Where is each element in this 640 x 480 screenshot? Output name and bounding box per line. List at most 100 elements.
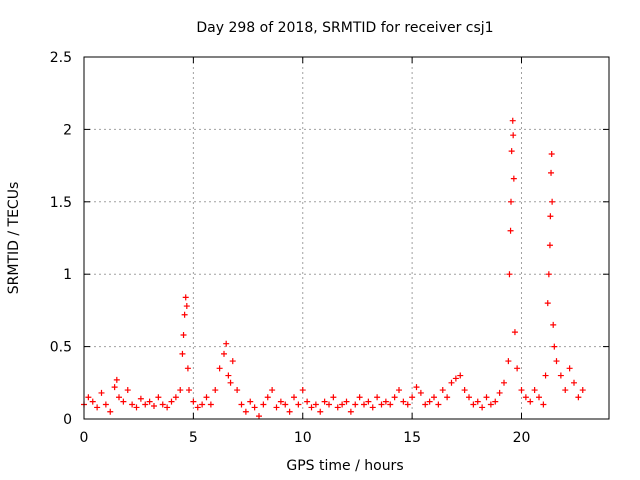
data-point — [435, 401, 442, 408]
y-tick-label: 2 — [63, 122, 72, 138]
data-point — [98, 389, 105, 396]
x-tick-label: 0 — [80, 430, 89, 446]
y-tick-label: 1.5 — [50, 195, 72, 211]
data-point — [190, 398, 197, 405]
data-point — [194, 404, 201, 411]
data-point — [199, 401, 206, 408]
data-point — [506, 271, 513, 278]
data-point — [181, 311, 188, 318]
data-point — [551, 343, 558, 350]
tick-layer: 0 5 10 15 20 0 0.5 1 1.5 2 2.5 — [50, 50, 609, 446]
data-point — [496, 389, 503, 396]
data-point — [343, 398, 350, 405]
y-tick-label: 2.5 — [50, 50, 72, 66]
data-point — [575, 394, 582, 401]
data-point — [256, 413, 262, 420]
data-point — [579, 387, 586, 394]
data-point — [186, 387, 192, 394]
data-point — [334, 404, 341, 411]
data-point — [269, 387, 276, 394]
data-point — [501, 379, 507, 386]
data-point — [116, 394, 122, 401]
data-point — [413, 384, 420, 391]
data-point — [409, 394, 416, 401]
data-point — [571, 379, 577, 386]
x-axis-label: GPS time / hours — [286, 458, 403, 474]
data-point — [404, 401, 411, 408]
data-point — [549, 198, 556, 205]
data-point — [531, 387, 538, 394]
data-point — [396, 387, 402, 394]
y-tick-label: 1 — [63, 267, 72, 283]
data-point — [137, 395, 144, 402]
data-point — [378, 401, 385, 408]
data-point — [544, 300, 551, 307]
x-tick-label: 5 — [189, 430, 198, 446]
x-tick-label: 15 — [403, 430, 421, 446]
data-point — [374, 394, 381, 401]
data-point — [260, 401, 267, 408]
data-point — [466, 394, 472, 401]
data-point — [207, 401, 214, 408]
data-point — [85, 394, 92, 401]
data-point — [180, 332, 187, 339]
data-point — [562, 387, 569, 394]
data-point — [107, 408, 114, 415]
x-tick-label: 20 — [513, 430, 531, 446]
data-point — [129, 401, 136, 408]
data-point — [225, 372, 232, 379]
data-point — [286, 408, 293, 415]
data-point — [133, 404, 140, 411]
data-point — [234, 387, 241, 394]
data-point — [387, 401, 394, 408]
data-point — [542, 372, 549, 379]
data-point — [124, 387, 131, 394]
data-point — [155, 394, 162, 401]
data-point — [527, 398, 534, 405]
data-point — [238, 401, 245, 408]
data-point — [545, 271, 552, 278]
data-point — [479, 404, 486, 411]
data-point — [242, 408, 249, 415]
data-point — [448, 379, 455, 386]
data-point — [548, 151, 555, 158]
data-point — [546, 242, 553, 249]
data-point — [151, 402, 157, 409]
plot-frame — [83, 56, 610, 420]
data-points — [81, 117, 586, 420]
data-point — [299, 387, 306, 394]
data-point — [483, 394, 490, 401]
data-point — [507, 227, 514, 234]
data-point — [457, 372, 464, 379]
data-point — [94, 404, 101, 411]
data-point — [369, 404, 376, 411]
data-point — [212, 387, 219, 394]
data-point — [183, 303, 190, 310]
y-tick-label: 0.5 — [50, 340, 72, 356]
data-point — [417, 389, 424, 396]
data-point — [308, 404, 315, 411]
data-point — [382, 398, 389, 405]
data-point — [146, 398, 153, 405]
data-point — [510, 132, 517, 139]
data-point — [277, 398, 284, 405]
data-point — [282, 401, 289, 408]
data-point — [216, 365, 223, 372]
chart-title: Day 298 of 2018, SRMTID for receiver csj… — [196, 20, 493, 36]
data-point — [514, 365, 521, 372]
data-point — [566, 365, 573, 372]
data-point — [511, 329, 518, 336]
data-point — [120, 398, 127, 405]
data-point — [540, 401, 547, 408]
data-point — [553, 358, 560, 365]
data-point — [172, 394, 179, 401]
data-point — [505, 358, 512, 365]
data-point — [452, 375, 459, 382]
data-point — [361, 401, 367, 408]
data-point — [227, 379, 234, 386]
data-point — [548, 169, 555, 176]
data-point — [102, 401, 109, 408]
data-point — [339, 401, 346, 408]
data-point — [422, 401, 429, 408]
